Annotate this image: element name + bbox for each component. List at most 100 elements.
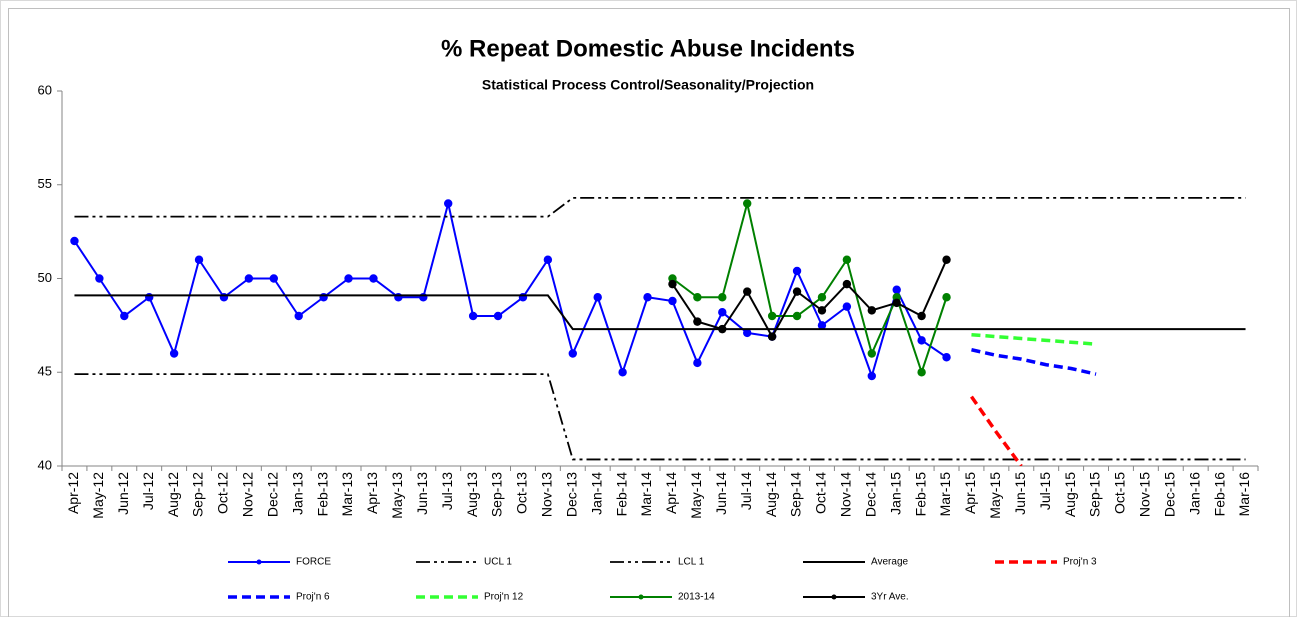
- series-marker: [468, 311, 478, 321]
- series-marker: [767, 311, 777, 321]
- legend-marker: [831, 594, 837, 600]
- series-marker: [668, 296, 677, 306]
- series-marker: [319, 293, 328, 302]
- series-line: [970, 395, 1023, 466]
- x-tick-label: Dec-15: [1161, 472, 1177, 517]
- series-marker: [817, 321, 827, 330]
- series-marker: [394, 293, 403, 302]
- x-tick-label: Dec-14: [862, 472, 878, 517]
- series-marker: [593, 293, 602, 302]
- legend-marker: [638, 594, 644, 600]
- series-marker: [95, 274, 104, 283]
- series-marker: [743, 199, 752, 208]
- x-tick-label: Feb-16: [1211, 472, 1227, 517]
- x-tick-label: Nov-15: [1137, 472, 1153, 517]
- series-marker: [867, 371, 876, 381]
- series-marker: [668, 279, 677, 289]
- x-tick-label: May-13: [389, 472, 405, 519]
- series-marker: [344, 274, 353, 283]
- series-marker: [743, 287, 752, 296]
- series-marker: [892, 285, 901, 294]
- x-tick-label: Jan-13: [289, 472, 305, 515]
- series-marker: [618, 368, 627, 377]
- y-tick-label: 45: [38, 364, 52, 379]
- series-marker: [493, 311, 503, 321]
- series-marker: [693, 317, 702, 326]
- x-tick-label: Apr-14: [663, 472, 679, 514]
- series-marker: [244, 274, 254, 283]
- series-marker: [70, 236, 79, 246]
- legend-label: LCL 1: [678, 557, 705, 568]
- series-line: [74, 196, 1246, 218]
- x-tick-label: May-15: [987, 472, 1003, 519]
- series-line: [73, 203, 948, 380]
- x-tick-label: Nov-12: [240, 472, 256, 517]
- series-marker: [842, 279, 852, 289]
- x-tick-label: May-14: [688, 472, 704, 519]
- series-marker: [792, 287, 802, 296]
- x-tick-label: Nov-13: [539, 472, 555, 517]
- series-marker: [718, 293, 727, 302]
- series-marker: [419, 293, 428, 302]
- x-tick-label: Jul-15: [1037, 472, 1053, 510]
- series-marker: [568, 349, 577, 358]
- chart-frame: [8, 8, 1290, 617]
- legend-marker: [256, 559, 262, 565]
- series-line: [671, 259, 948, 339]
- series-marker: [718, 308, 727, 317]
- x-tick-label: Oct-15: [1112, 472, 1128, 514]
- legend-label: Proj'n 6: [296, 592, 330, 603]
- x-tick-label: Aug-12: [165, 472, 181, 517]
- x-tick-label: Dec-12: [264, 472, 280, 517]
- series-marker: [942, 353, 951, 362]
- series-marker: [369, 274, 378, 283]
- series-marker: [518, 293, 528, 302]
- series-marker: [444, 199, 453, 208]
- x-tick-label: Feb-13: [314, 472, 330, 517]
- x-tick-label: Aug-13: [464, 472, 480, 517]
- series-marker: [194, 255, 204, 264]
- y-tick-label: 55: [38, 176, 52, 191]
- series-marker: [917, 336, 926, 345]
- x-tick-label: Oct-12: [215, 472, 231, 514]
- x-tick-label: Jun-15: [1012, 472, 1028, 515]
- chart-title: % Repeat Domestic Abuse Incidents: [441, 35, 855, 62]
- series-marker: [842, 302, 852, 311]
- x-tick-label: Apr-15: [962, 472, 978, 514]
- series-line: [74, 294, 1246, 331]
- legend-label: 2013-14: [678, 592, 715, 603]
- series-marker: [892, 298, 901, 308]
- series-marker: [942, 255, 951, 264]
- x-tick-label: Mar-13: [339, 472, 355, 517]
- legend-label: Proj'n 12: [484, 592, 524, 603]
- legend-label: 3Yr Ave.: [871, 592, 909, 603]
- legend-label: FORCE: [296, 557, 331, 568]
- x-tick-label: Mar-14: [638, 472, 654, 517]
- series-marker: [867, 349, 876, 358]
- legend-label: UCL 1: [484, 557, 512, 568]
- series-marker: [767, 332, 777, 341]
- series-marker: [792, 311, 802, 321]
- legend-label: Average: [871, 557, 909, 568]
- chart-subtitle: Statistical Process Control/Seasonality/…: [482, 77, 814, 93]
- x-tick-label: Oct-14: [813, 472, 829, 514]
- series-marker: [743, 328, 752, 338]
- series-marker: [294, 311, 303, 321]
- x-tick-label: Sep-15: [1087, 472, 1103, 517]
- x-tick-label: Sep-12: [190, 472, 206, 517]
- x-tick-label: Jan-15: [887, 472, 903, 515]
- series-marker: [792, 266, 802, 276]
- y-tick-label: 60: [38, 82, 52, 97]
- x-tick-label: Dec-13: [563, 472, 579, 517]
- series-marker: [169, 349, 179, 358]
- series-marker: [842, 255, 852, 264]
- x-tick-label: Apr-13: [364, 472, 380, 514]
- x-tick-label: Jul-13: [439, 472, 455, 510]
- x-tick-label: Mar-15: [937, 472, 953, 517]
- x-tick-label: Jul-14: [738, 472, 754, 510]
- series-marker: [867, 306, 876, 315]
- x-tick-label: Oct-13: [514, 472, 530, 514]
